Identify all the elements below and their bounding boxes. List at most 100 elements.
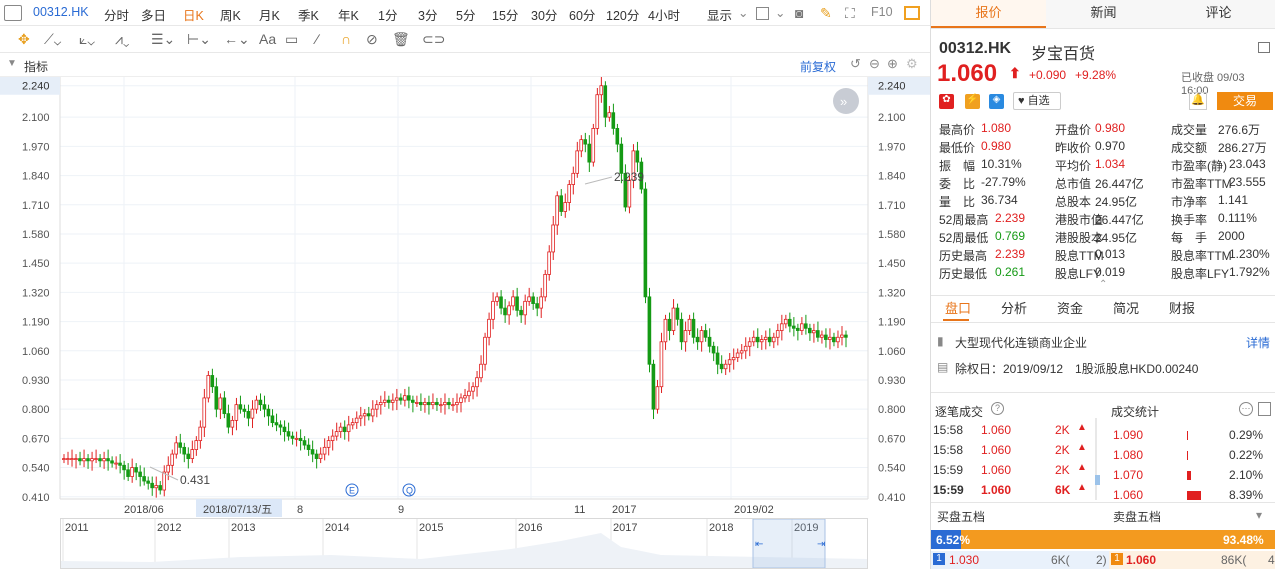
zoom-out-icon[interactable]: ⊖ bbox=[869, 56, 880, 71]
comment-icon[interactable]: ▭ bbox=[285, 31, 299, 47]
trash-icon[interactable]: 🗑 bbox=[392, 31, 410, 47]
period-10[interactable]: 15分 bbox=[492, 9, 519, 23]
camera-icon[interactable]: ◙ bbox=[795, 5, 804, 21]
candle-body bbox=[527, 296, 531, 302]
subtab-2[interactable]: 资金 bbox=[1057, 301, 1084, 316]
volstat-pct: 0.22% bbox=[1229, 448, 1264, 462]
hide-icon[interactable]: ⊘ bbox=[366, 31, 378, 47]
subtab-1[interactable]: 分析 bbox=[1001, 301, 1028, 316]
candle-body bbox=[74, 458, 78, 460]
period-7[interactable]: 1分 bbox=[378, 9, 398, 23]
fib-tool-icon[interactable]: ☰⌄ bbox=[151, 31, 176, 47]
trend-tool-icon[interactable]: ⟀⌄ bbox=[79, 31, 95, 47]
wave-tool-icon[interactable]: ⩘⌄ bbox=[115, 31, 130, 47]
up-arrow-icon: ▲ bbox=[1077, 462, 1087, 473]
text-tool-icon[interactable]: Aa bbox=[259, 31, 277, 47]
period-3[interactable]: 周K bbox=[220, 9, 241, 23]
event-marker bbox=[345, 483, 359, 497]
stat-value: 2.239 bbox=[995, 211, 1026, 225]
price-tag-text-right: 2.240 bbox=[878, 81, 906, 93]
stat-label: 总市值 bbox=[1055, 177, 1092, 191]
measure-tool-icon[interactable]: ⊢⌄ bbox=[187, 31, 211, 47]
timeline-navigator[interactable]: 2011 2012 2013 2014 2015 2016 2017 2018 2019 ⇤ ⇥ bbox=[60, 518, 868, 569]
period-6[interactable]: 年K bbox=[338, 9, 359, 23]
period-4[interactable]: 月K bbox=[259, 9, 280, 23]
subtab-3[interactable]: 简况 bbox=[1113, 301, 1140, 316]
collapse-icon[interactable]: ▼ bbox=[7, 58, 17, 69]
candle-body bbox=[563, 202, 567, 212]
candle-body bbox=[820, 334, 824, 338]
zoom-in-icon[interactable]: ⊕ bbox=[887, 56, 898, 71]
help-icon[interactable]: ? bbox=[991, 402, 1004, 415]
period-8[interactable]: 3分 bbox=[418, 9, 438, 23]
sell1-price: 1.060 bbox=[1126, 553, 1157, 567]
expand-icon[interactable] bbox=[1258, 402, 1271, 416]
subtab-0[interactable]: 盘口 bbox=[945, 301, 972, 316]
crosshair-icon[interactable]: ✥ bbox=[18, 31, 30, 47]
candle-body bbox=[414, 402, 419, 404]
detail-link[interactable]: 详情 bbox=[1246, 336, 1271, 350]
candle-body bbox=[479, 363, 483, 379]
period-9[interactable]: 5分 bbox=[456, 9, 476, 23]
year-label: 2018 bbox=[709, 522, 733, 534]
candle-body bbox=[471, 386, 475, 392]
stat-label: 振 幅 bbox=[939, 159, 976, 173]
candle-body bbox=[779, 323, 784, 331]
period-12[interactable]: 60分 bbox=[569, 9, 596, 23]
candle-body bbox=[62, 458, 66, 460]
year-label: 2013 bbox=[231, 522, 255, 534]
trade-button[interactable]: 交易 bbox=[1217, 92, 1273, 110]
more-icon[interactable]: ⋯ bbox=[1239, 402, 1253, 416]
candle-body bbox=[358, 415, 363, 419]
candle-body bbox=[603, 85, 608, 118]
volstat-price: 1.080 bbox=[1113, 448, 1144, 462]
period-0[interactable]: 分时 bbox=[104, 9, 130, 23]
adjust-mode[interactable]: 前复权 bbox=[800, 60, 837, 74]
fullscreen-icon[interactable]: ⛶ bbox=[845, 5, 855, 21]
subtab-4[interactable]: 财报 bbox=[1169, 301, 1196, 316]
alert-bell-icon[interactable]: 🔔 bbox=[1189, 92, 1207, 110]
collapse-up-icon[interactable]: ⌃ bbox=[1099, 279, 1108, 290]
tab-news[interactable]: 新闻 bbox=[1046, 0, 1161, 28]
period-14[interactable]: 4小时 bbox=[648, 9, 680, 23]
undo-icon[interactable]: ↺ bbox=[850, 56, 861, 71]
year-label: 2016 bbox=[518, 522, 542, 534]
pen-icon[interactable]: ∕ bbox=[316, 31, 319, 47]
kline-chart[interactable]: 2.240 2.240 2.100 2.100 1.970 1.970 1.840 1.840… bbox=[0, 77, 930, 517]
period-11[interactable]: 30分 bbox=[531, 9, 558, 23]
candle-body bbox=[218, 397, 223, 410]
indicator-label[interactable]: 指标 bbox=[24, 60, 49, 74]
menu-square-icon[interactable] bbox=[4, 5, 22, 21]
volstat-pct: 8.39% bbox=[1229, 488, 1264, 502]
dropdown-icon[interactable]: ▾ bbox=[1256, 508, 1263, 522]
f10-button[interactable]: F10 bbox=[871, 5, 893, 19]
candle-body bbox=[675, 307, 680, 320]
period-2[interactable]: 日K bbox=[183, 9, 204, 23]
candle-body bbox=[90, 458, 94, 462]
add-watchlist-button[interactable]: ♥ 自选 bbox=[1013, 92, 1061, 110]
stock-code[interactable]: 00312.HK bbox=[33, 5, 89, 19]
tab-comments[interactable]: 评论 bbox=[1161, 0, 1275, 28]
stat-value: 23.043 bbox=[1229, 157, 1266, 171]
candle-body bbox=[298, 437, 303, 442]
layout-toggle-icon[interactable] bbox=[904, 6, 920, 20]
candle-body bbox=[535, 303, 539, 309]
period-1[interactable]: 多日 bbox=[141, 9, 167, 23]
pencil-icon[interactable]: ✎ bbox=[820, 5, 832, 21]
magnet-icon[interactable]: ∩ bbox=[341, 31, 352, 47]
link-icon[interactable]: ⊂⊃ bbox=[422, 31, 446, 47]
buy1-volume: 6K( bbox=[1051, 553, 1070, 567]
candle-body bbox=[695, 336, 700, 343]
period-13[interactable]: 120分 bbox=[606, 9, 640, 23]
expand-icon[interactable] bbox=[1258, 42, 1270, 53]
stat-label: 平均价 bbox=[1055, 159, 1092, 173]
checkbox-icon[interactable] bbox=[756, 7, 769, 20]
display-dropdown[interactable]: 显示 bbox=[707, 9, 733, 23]
settings-icon[interactable]: ⚙ bbox=[906, 56, 918, 71]
candle-body bbox=[294, 437, 299, 440]
period-5[interactable]: 季K bbox=[298, 9, 319, 23]
tab-quote[interactable]: 报价 bbox=[931, 0, 1046, 28]
line-tool-icon[interactable]: ⟋⌄ bbox=[44, 31, 62, 47]
candle-body bbox=[398, 397, 403, 401]
arrow-tool-icon[interactable]: ←⌄ bbox=[224, 31, 250, 47]
